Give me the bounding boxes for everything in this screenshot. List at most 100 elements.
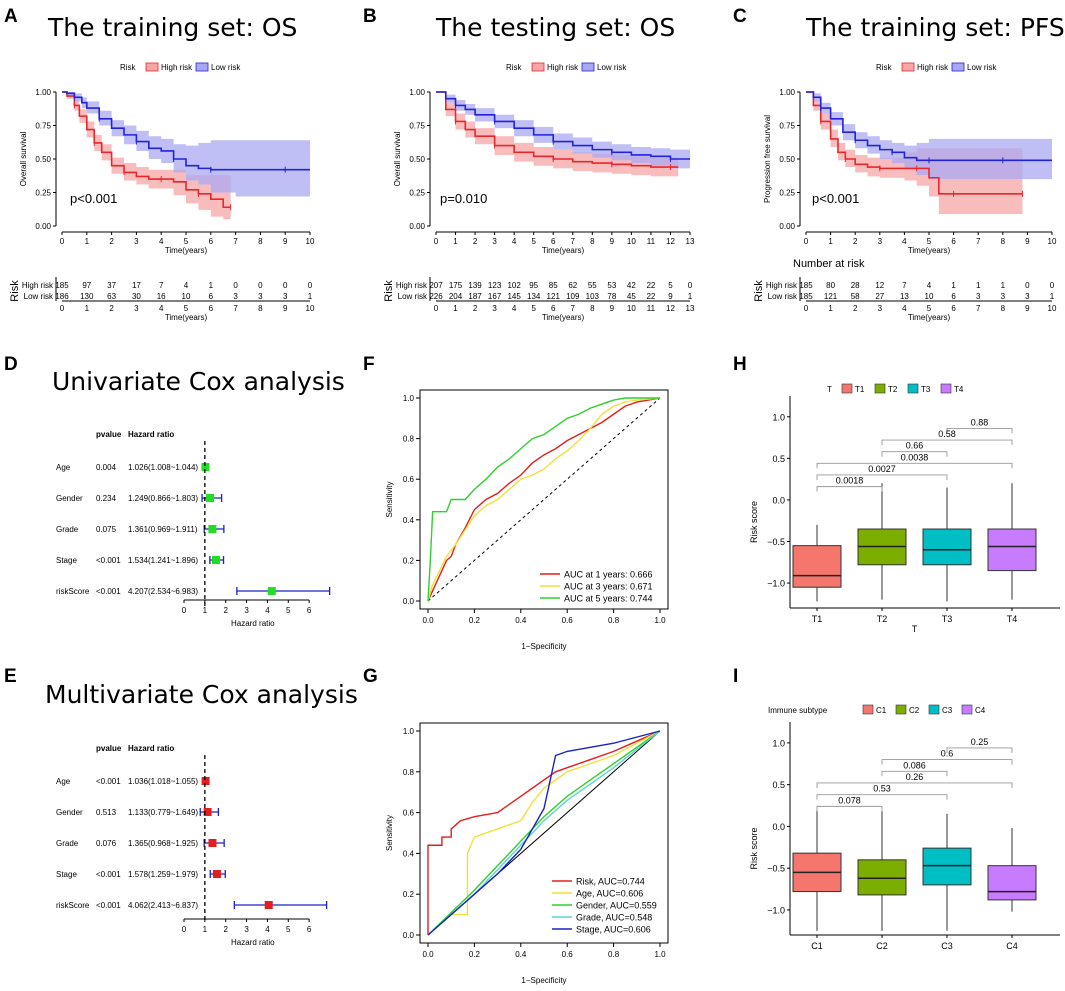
x-tick-label: 0.4 [515, 950, 527, 959]
x-tick-label: 6 [951, 237, 956, 246]
legend-label: T4 [954, 385, 964, 394]
legend-label: T2 [888, 385, 898, 394]
ci-whisker [233, 901, 328, 909]
legend-label: C4 [975, 706, 986, 715]
significance-bracket [946, 747, 1013, 753]
risk-x-tick-label: 7 [571, 304, 576, 313]
hazard-ratio-marker [201, 777, 210, 785]
risk-x-tick-label: 5 [927, 304, 932, 313]
x-tick-label: 1 [203, 925, 208, 934]
y-tick-label: 1.00 [409, 88, 425, 97]
x-tick-label: 2 [473, 237, 478, 246]
row-pvalue: 0.075 [96, 525, 117, 534]
boxplot-panel-H: T T1 T2 T3 T4 −1.0 −0.5 0.0 0.5 1.0 Risk score T1 T2… [749, 383, 1060, 634]
y-tick-label: 1.00 [779, 88, 795, 97]
legend-key [961, 704, 973, 715]
risk-count: 1 [308, 292, 313, 301]
risk-count: 10 [182, 292, 191, 301]
row-hazard-ratio: 1.361(0.969~1.911) [128, 525, 198, 534]
p-value-label: 0.0038 [901, 452, 929, 462]
legend-label-low-risk: Low risk [967, 63, 997, 72]
forest-panel-D: Univariate Cox analysis pvalue Hazard rati… [52, 367, 345, 628]
x-tick-label: 2 [223, 925, 228, 934]
risk-x-tick-label: 3 [134, 304, 139, 313]
row-pvalue: 0.513 [96, 808, 117, 817]
x-tick-label: 0.6 [562, 950, 574, 959]
risk-count: 186 [55, 292, 69, 301]
x-axis-label: 1−Specificity [521, 976, 566, 985]
x-axis-label: Time(years) [165, 246, 208, 255]
risk-table-title: Risk [9, 280, 21, 302]
x-tick-label: 0.2 [469, 950, 481, 959]
risk-x-axis-label: Time(years) [908, 313, 951, 322]
risk-count: 3 [1025, 292, 1030, 301]
risk-count: 3 [1001, 292, 1006, 301]
risk-count: 134 [527, 292, 541, 301]
legend-label: T3 [921, 385, 931, 394]
row-label: Gender [56, 808, 83, 817]
risk-x-tick-label: 8 [1001, 304, 1006, 313]
column-header-hazard-ratio: Hazard ratio [128, 430, 174, 439]
x-tick-label: C1 [811, 941, 823, 951]
risk-count: 0 [1050, 281, 1055, 290]
x-axis-label: Time(years) [908, 246, 951, 255]
x-tick-label: T4 [1007, 614, 1018, 624]
row-hazard-ratio: 1.534(1.241~1.896) [128, 556, 198, 565]
x-tick-label: 1 [828, 237, 833, 246]
x-tick-label: 0.6 [562, 616, 574, 625]
risk-count: 55 [588, 281, 597, 290]
risk-x-tick-label: 10 [306, 304, 315, 313]
risk-count: 121 [824, 292, 838, 301]
risk-x-tick-label: 13 [686, 304, 695, 313]
chart-title: The training set: OS [47, 13, 297, 42]
legend-label: C2 [909, 706, 920, 715]
p-value-label: 0.086 [903, 760, 926, 770]
y-axis-label: Sensitivity [385, 481, 394, 517]
hazard-ratio-marker [208, 525, 217, 533]
risk-count: 58 [851, 292, 860, 301]
p-value-label: 0.078 [838, 795, 861, 805]
risk-count: 53 [607, 281, 616, 290]
legend-label: AUC at 1 years: 0.666 [564, 570, 653, 580]
x-tick-label: 0 [182, 606, 187, 615]
x-tick-label: 13 [686, 237, 695, 246]
x-tick-label: 4 [265, 925, 270, 934]
y-tick-label: 1.0 [403, 394, 415, 403]
panel-letter-A: A [4, 6, 18, 27]
plot-frame [419, 389, 669, 610]
risk-count: 0 [258, 281, 263, 290]
x-tick-label: 3 [134, 237, 139, 246]
p-value: p<0.001 [812, 191, 859, 206]
forest-panel-E: Multivariate Cox analysis pvalue Hazard ra… [45, 680, 358, 947]
legend-label-high-risk: High risk [547, 63, 579, 72]
risk-count: 167 [488, 292, 502, 301]
risk-count: 102 [507, 281, 521, 290]
x-tick-label: 10 [306, 237, 315, 246]
hazard-ratio-marker [208, 839, 217, 847]
ci-band-low-risk [436, 92, 690, 169]
row-hazard-ratio: 1.365(0.968~1.925) [128, 839, 198, 848]
risk-x-tick-label: 6 [951, 304, 956, 313]
x-tick-label: 7 [571, 237, 576, 246]
x-tick-label: T3 [942, 614, 953, 624]
risk-row-label: Low risk [768, 292, 798, 301]
y-tick-label: 1.0 [403, 727, 415, 736]
risk-count: 6 [951, 292, 956, 301]
column-header-pvalue: pvalue [96, 430, 122, 439]
risk-x-tick-label: 9 [283, 304, 288, 313]
ci-band-low-risk [806, 92, 1052, 180]
risk-count: 12 [875, 281, 884, 290]
y-tick-label: 0.50 [35, 155, 51, 164]
y-tick-label: 0.8 [403, 768, 415, 777]
x-tick-label: 4 [512, 237, 517, 246]
risk-count: 123 [488, 281, 502, 290]
x-tick-label: 9 [283, 237, 288, 246]
roc-curve [427, 397, 661, 602]
hazard-ratio-marker [206, 494, 215, 502]
significance-bracket [946, 427, 1013, 434]
risk-count: 4 [927, 281, 932, 290]
y-tick-label: 0.25 [35, 189, 51, 198]
